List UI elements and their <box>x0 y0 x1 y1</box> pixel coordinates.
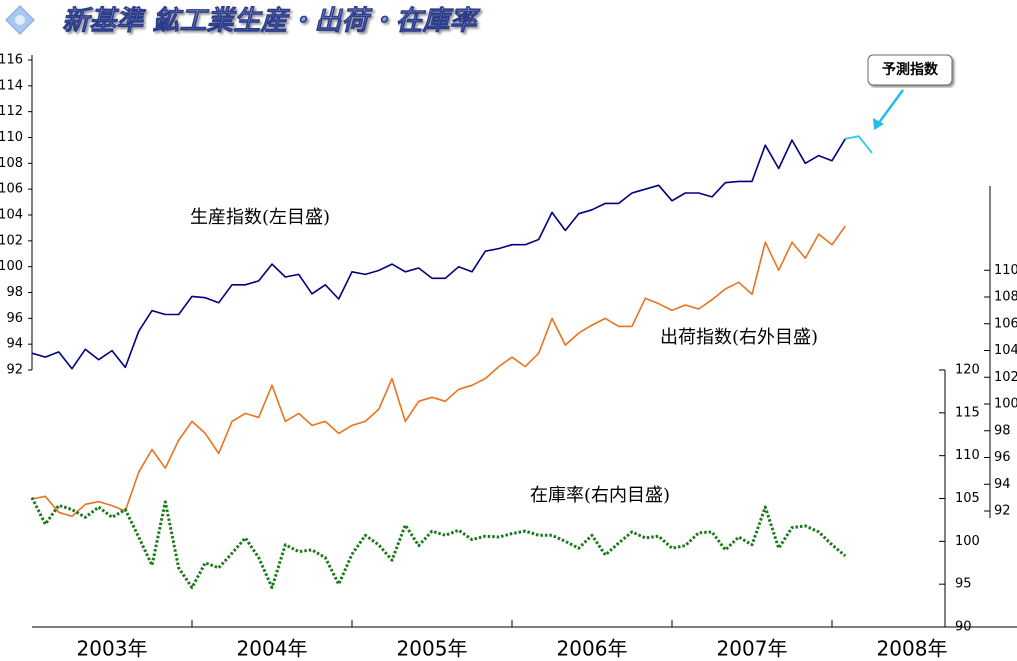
y-tick-label: 92 <box>6 363 23 378</box>
y2-tick-label: 94 <box>994 477 1011 492</box>
series-label: 在庫率(右内目盛) <box>530 485 670 506</box>
series-line <box>31 138 846 370</box>
y-tick-label: 112 <box>0 104 23 119</box>
y3-tick-label: 105 <box>955 491 980 506</box>
y2-tick-label: 92 <box>994 504 1011 519</box>
y3-tick-label: 95 <box>955 577 972 592</box>
y-tick-label: 116 <box>0 53 23 68</box>
x-tick-label: 2006年 <box>557 637 628 661</box>
y2-tick-label: 110 <box>994 263 1017 278</box>
y2-tick-label: 108 <box>994 290 1017 305</box>
x-tick-label: 2003年 <box>77 637 148 661</box>
y-tick-label: 110 <box>0 130 23 145</box>
y2-tick-label: 98 <box>994 423 1011 438</box>
y2-tick-label: 102 <box>994 370 1017 385</box>
callout-label: 予測指数 <box>882 61 939 78</box>
series-line <box>30 496 847 590</box>
y-tick-label: 104 <box>0 208 23 223</box>
x-tick-label: 2005年 <box>397 637 468 661</box>
y-tick-label: 98 <box>6 285 23 300</box>
x-tick-label: 2008年 <box>877 637 948 661</box>
x-tick-label: 2007年 <box>717 637 788 661</box>
y3-tick-label: 115 <box>955 405 980 420</box>
plot-area: 92 94 96 98 100 102 104 106 108 110 112 114 116 92 94 9… <box>0 53 1017 661</box>
y-tick-label: 108 <box>0 156 23 171</box>
y3-tick-label: 90 <box>955 620 972 635</box>
y2-tick-label: 96 <box>994 450 1011 465</box>
y3-tick-label: 110 <box>955 448 980 463</box>
x-tick-label: 2004年 <box>237 637 308 661</box>
y-tick-label: 100 <box>0 259 23 274</box>
y2-tick-label: 106 <box>994 316 1017 331</box>
y-tick-label: 102 <box>0 233 23 248</box>
y-tick-label: 96 <box>6 311 23 326</box>
series-label: 出荷指数(右外目盛) <box>660 327 818 348</box>
y-tick-label: 106 <box>0 182 23 197</box>
callout-box <box>867 54 953 86</box>
chart-title: 新基準 鉱工業生産・出荷・在庫率 <box>62 6 481 37</box>
y2-tick-label: 104 <box>994 343 1017 358</box>
series-line <box>845 135 873 154</box>
y-tick-label: 114 <box>0 78 23 93</box>
callout-arrow <box>876 89 905 125</box>
y-tick-label: 94 <box>6 337 23 352</box>
title-icon-center <box>15 15 25 25</box>
y3-tick-label: 100 <box>955 534 980 549</box>
callout-arrowhead <box>873 118 884 130</box>
series-label: 生産指数(左目盛) <box>190 207 330 228</box>
series-line <box>31 225 846 518</box>
y3-tick-label: 120 <box>955 363 980 378</box>
y2-tick-label: 100 <box>994 397 1017 412</box>
